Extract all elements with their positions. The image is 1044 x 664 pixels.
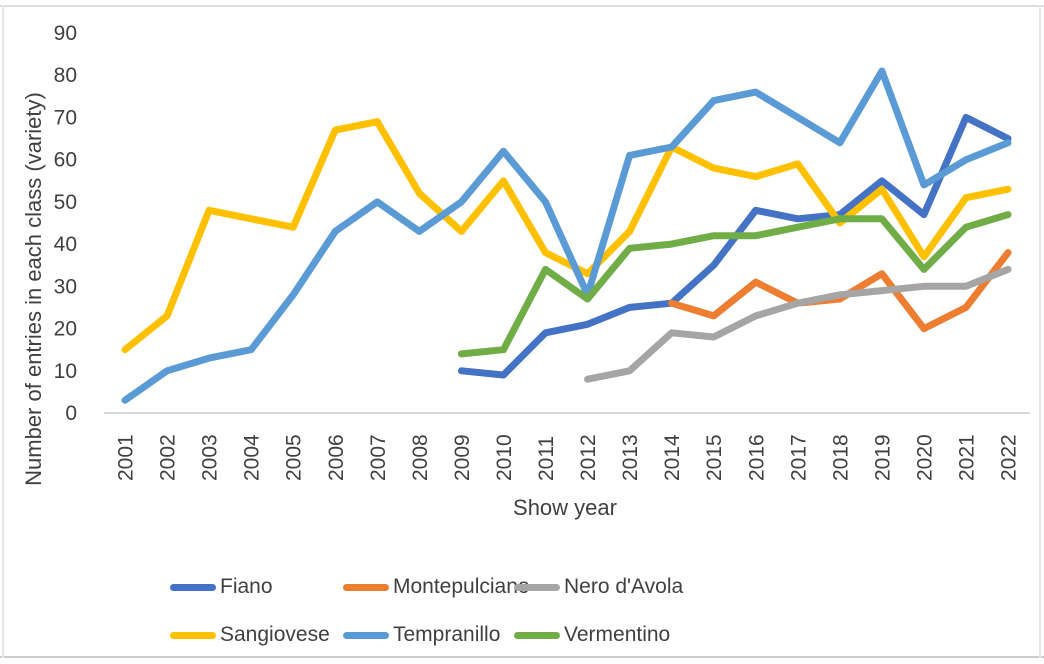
series-line-tempranillo: [121, 67, 1012, 404]
y-tick-label: 10: [54, 360, 77, 383]
legend-swatch-nero-d-avola: [514, 583, 560, 591]
y-tick-label: 50: [54, 191, 77, 214]
legend-label: Tempranillo: [393, 623, 501, 646]
legend-item-tempranillo: Tempranillo: [343, 623, 501, 646]
x-tick-label: 2011: [535, 436, 558, 481]
x-tick-label: 2022: [998, 434, 1021, 481]
y-tick-label: 30: [54, 275, 77, 298]
y-tick-label: 0: [65, 402, 77, 425]
y-tick-label: 40: [54, 233, 77, 256]
x-tick-label: 2021: [956, 434, 979, 481]
x-tick-label: 2014: [661, 434, 684, 481]
x-tick-label: 2009: [451, 434, 474, 481]
legend-item-montepulciano: Montepulciano: [343, 575, 530, 598]
y-tick-label: 20: [54, 318, 77, 341]
frame-border-top: [0, 5, 1044, 7]
x-tick-label: 2006: [325, 434, 348, 481]
legend-label: Nero d'Avola: [564, 575, 684, 598]
x-tick-label: 2007: [367, 434, 390, 481]
legend-label: Montepulciano: [393, 575, 530, 598]
legend-item-sangiovese: Sangiovese: [170, 623, 330, 646]
legend-swatch-sangiovese: [170, 631, 216, 639]
legend-swatch-fiano: [170, 583, 216, 591]
x-tick-label: 2003: [199, 434, 222, 481]
x-tick-label: 2001: [115, 434, 138, 481]
x-tick-label: 2013: [619, 434, 642, 481]
x-tick-label: 2015: [703, 434, 726, 481]
x-axis-title: Show year: [513, 495, 617, 520]
x-tick-label: 2008: [409, 434, 432, 481]
x-tick-label: 2004: [241, 434, 264, 481]
legend-swatch-vermentino: [514, 631, 560, 639]
series-line-nero-d-avola: [584, 265, 1012, 383]
x-tick-label: 2020: [913, 434, 936, 481]
frame-border-right: [1039, 5, 1041, 658]
y-axis-title: Number of entries in each class (variety…: [21, 92, 46, 486]
legend-item-fiano: Fiano: [170, 575, 273, 598]
x-tick-label: 2012: [577, 434, 600, 481]
series-line-vermentino: [457, 211, 1012, 358]
legend-item-vermentino: Vermentino: [514, 623, 671, 646]
y-tick-label: 60: [54, 149, 77, 172]
y-tick-label: 70: [54, 106, 77, 129]
y-tick-label: 80: [54, 64, 77, 87]
frame-border-left: [2, 5, 4, 658]
series-line-sangiovese: [121, 118, 1012, 354]
frame-border-bottom: [0, 656, 1044, 658]
legend-label: Sangiovese: [220, 623, 330, 646]
legend-label: Vermentino: [564, 623, 671, 646]
legend-swatch-montepulciano: [343, 583, 389, 591]
x-tick-label: 2016: [745, 434, 768, 481]
legend-item-nero-d-avola: Nero d'Avola: [514, 575, 684, 598]
x-tick-label: 2019: [871, 434, 894, 481]
legend-swatch-tempranillo: [343, 631, 389, 639]
x-tick-label: 2005: [283, 434, 306, 481]
legend-label: Fiano: [220, 575, 273, 598]
series-line-montepulciano: [668, 249, 1012, 333]
x-tick-label: 2017: [787, 434, 810, 481]
x-tick-label: 2018: [829, 434, 852, 481]
x-tick-label: 2010: [493, 434, 516, 481]
x-tick-label: 2002: [157, 434, 180, 481]
y-tick-label: 90: [54, 22, 77, 45]
